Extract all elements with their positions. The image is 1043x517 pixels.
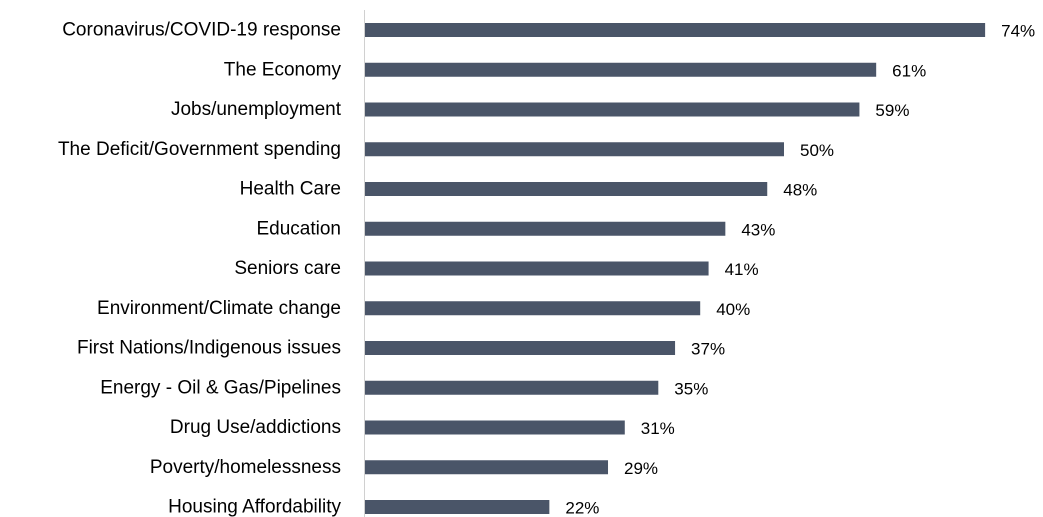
bar — [365, 261, 709, 276]
bar — [365, 182, 768, 196]
data-label: 41% — [725, 260, 759, 279]
category-label: Coronavirus/COVID-19 response — [62, 20, 341, 41]
data-label: 35% — [674, 379, 708, 398]
bar — [365, 420, 625, 435]
bar — [365, 142, 784, 157]
value-labels: 74% 61% 59% 50% 48% 43% 41% 40% 37% 35% 31% 29% 22% — [565, 22, 1035, 517]
category-label: Jobs/unemployment — [171, 99, 342, 120]
category-label: Health Care — [240, 179, 341, 200]
data-label: 31% — [641, 419, 675, 438]
data-label: 43% — [741, 220, 775, 239]
category-label: Education — [256, 218, 341, 239]
category-labels: Coronavirus/COVID-19 response The Economy… — [58, 20, 342, 517]
data-label: 59% — [875, 101, 909, 120]
data-label: 22% — [565, 499, 599, 517]
category-label: Environment/Climate change — [97, 298, 341, 319]
data-label: 40% — [716, 300, 750, 319]
bar — [365, 62, 877, 77]
bar — [365, 23, 986, 37]
bar — [365, 341, 676, 355]
bar — [365, 460, 609, 475]
bars-layer — [365, 23, 986, 514]
data-label: 37% — [691, 340, 725, 359]
category-label: Drug Use/addictions — [170, 417, 341, 438]
data-label: 48% — [783, 181, 817, 200]
category-label: Energy - Oil & Gas/Pipelines — [100, 377, 341, 398]
data-label: 29% — [624, 459, 658, 478]
category-label: Housing Affordability — [168, 497, 341, 517]
category-label: Seniors care — [234, 258, 341, 279]
category-label: Poverty/homelessness — [150, 457, 341, 478]
data-label: 50% — [800, 141, 834, 160]
bar — [365, 301, 701, 316]
bar — [365, 102, 860, 117]
category-label: The Deficit/Government spending — [58, 139, 341, 160]
category-label: First Nations/Indigenous issues — [77, 338, 341, 359]
bar — [365, 380, 659, 395]
data-label: 74% — [1001, 22, 1035, 41]
category-label: The Economy — [224, 59, 342, 80]
data-label: 61% — [892, 61, 926, 80]
bar — [365, 221, 726, 236]
bar — [365, 500, 550, 514]
